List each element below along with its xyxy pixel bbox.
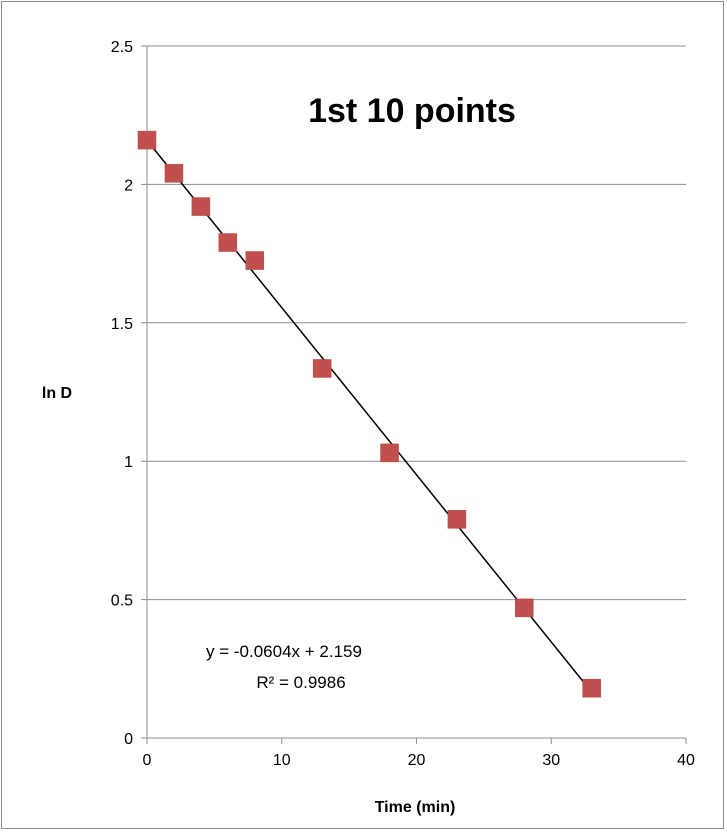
y-axis-title: ln D xyxy=(42,385,72,402)
x-tick-label-4: 40 xyxy=(677,752,695,769)
x-tick-label-0: 0 xyxy=(143,752,152,769)
y-tick-label-4: 2 xyxy=(124,177,133,194)
gridlines xyxy=(147,45,686,601)
data-point-9 xyxy=(582,678,601,698)
x-tick-label-2: 20 xyxy=(408,752,426,769)
axes xyxy=(141,45,687,744)
x-tick-labels: 0 10 20 30 40 xyxy=(143,752,695,769)
y-tick-labels: 0 0.5 1 1.5 2 2.5 xyxy=(111,39,133,748)
data-point-3 xyxy=(218,233,238,252)
trendline-equation: y = -0.0604x + 2.159 xyxy=(206,642,362,661)
data-point-7 xyxy=(447,510,467,529)
y-tick-label-0: 0 xyxy=(124,731,133,748)
data-point-0 xyxy=(137,130,157,150)
data-point-6 xyxy=(380,443,399,463)
x-tick-label-3: 30 xyxy=(542,752,560,769)
x-axis-title: Time (min) xyxy=(375,799,456,816)
data-point-8 xyxy=(515,598,534,618)
chart-title: 1st 10 points xyxy=(308,92,516,130)
y-tick-label-3: 1.5 xyxy=(111,316,133,333)
trendline-r-squared: R² = 0.9986 xyxy=(256,673,345,692)
y-tick-label-1: 0.5 xyxy=(111,593,133,610)
data-point-1 xyxy=(164,164,184,183)
y-tick-label-2: 1 xyxy=(124,454,133,471)
data-points xyxy=(137,130,601,698)
data-point-4 xyxy=(245,251,265,270)
data-point-2 xyxy=(191,197,211,216)
y-tick-label-5: 2.5 xyxy=(111,39,133,56)
x-tick-label-1: 10 xyxy=(273,752,291,769)
data-point-5 xyxy=(312,359,332,378)
